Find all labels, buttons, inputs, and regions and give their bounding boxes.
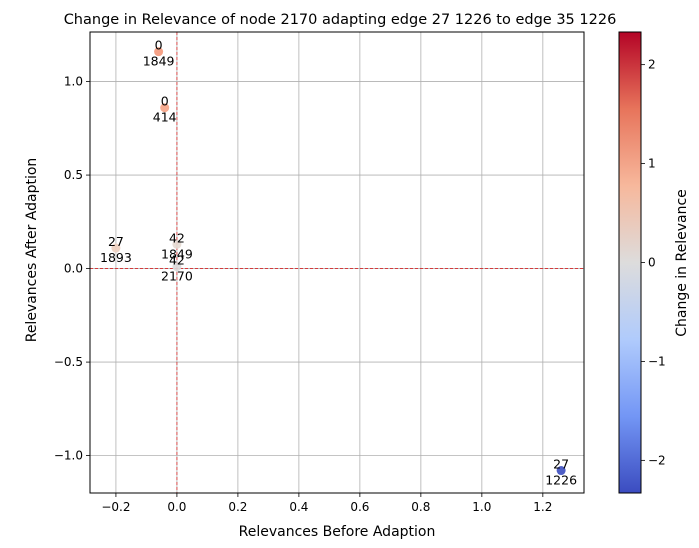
data-point bbox=[160, 103, 170, 113]
point-label-top: 0 bbox=[155, 38, 163, 53]
y-axis-label: Relevances After Adaption bbox=[24, 158, 40, 343]
colorbar-tick-label: −2 bbox=[648, 453, 666, 467]
colorbar-label: Change in Relevance bbox=[674, 189, 690, 337]
point-label-bottom: 414 bbox=[153, 110, 177, 125]
colorbar bbox=[618, 31, 642, 494]
chart-title: Change in Relevance of node 2170 adaptin… bbox=[64, 12, 617, 28]
plot-frame bbox=[89, 31, 585, 494]
point-label-bottom: 2170 bbox=[161, 269, 193, 284]
x-axis-ticks: −0.2 0.0 0.2 0.4 0.6 0.8 1.0 1.2 bbox=[101, 493, 552, 514]
x-tick-label: 0.6 bbox=[350, 500, 369, 514]
colorbar-ticks: −2 −1 0 1 2 bbox=[641, 58, 666, 467]
x-tick-label: 0.2 bbox=[228, 500, 247, 514]
y-tick-label: −1.0 bbox=[54, 449, 83, 463]
x-tick-label: 1.0 bbox=[472, 500, 491, 514]
point-label-top: 42 bbox=[169, 230, 185, 245]
colorbar-tick-label: 1 bbox=[648, 157, 656, 171]
y-tick-label: 1.0 bbox=[64, 75, 83, 89]
data-point bbox=[111, 243, 121, 253]
data-point bbox=[172, 262, 182, 272]
point-label-top: 27 bbox=[108, 234, 124, 249]
y-axis-ticks: −1.0 −0.5 0.0 0.5 1.0 bbox=[54, 75, 90, 463]
y-tick-label: 0.5 bbox=[64, 168, 83, 182]
x-tick-label: 0.0 bbox=[167, 500, 186, 514]
data-points bbox=[111, 47, 566, 476]
data-point bbox=[172, 239, 182, 249]
point-label-top: 42 bbox=[169, 253, 185, 268]
x-tick-label: 1.2 bbox=[533, 500, 552, 514]
colorbar-tick-label: −1 bbox=[648, 354, 666, 368]
point-label-bottom: 1226 bbox=[545, 473, 577, 488]
data-point bbox=[154, 47, 164, 57]
point-label-bottom: 1849 bbox=[161, 246, 193, 261]
x-tick-label: −0.2 bbox=[101, 500, 130, 514]
data-point bbox=[556, 466, 566, 476]
colorbar-tick-label: 0 bbox=[648, 256, 656, 270]
y-tick-label: −0.5 bbox=[54, 355, 83, 369]
x-axis-label: Relevances Before Adaption bbox=[239, 524, 436, 540]
point-label-bottom: 1849 bbox=[143, 54, 175, 69]
x-tick-label: 0.8 bbox=[411, 500, 430, 514]
x-tick-label: 0.4 bbox=[289, 500, 308, 514]
point-label-top: 0 bbox=[161, 94, 169, 109]
colorbar-tick-label: 2 bbox=[648, 58, 656, 72]
point-label-top: 27 bbox=[553, 457, 569, 472]
point-label-bottom: 1893 bbox=[100, 250, 132, 265]
y-tick-label: 0.0 bbox=[64, 262, 83, 276]
